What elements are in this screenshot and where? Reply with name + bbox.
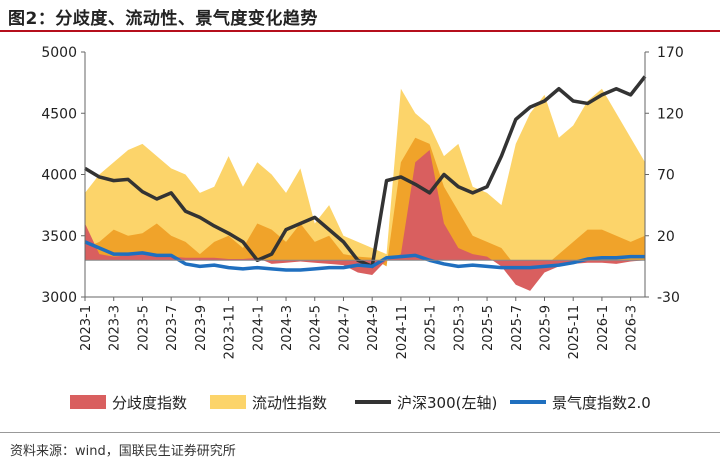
x-tick-label: 2025-1: [424, 305, 439, 351]
right-tick-label: 20: [657, 229, 675, 245]
right-tick-label: 70: [657, 168, 675, 184]
left-tick-label: 4500: [41, 106, 77, 122]
x-tick-label: 2024-7: [337, 305, 352, 351]
left-tick-label: 3000: [41, 290, 77, 306]
x-tick-label: 2024-3: [280, 305, 295, 351]
x-tick-label: 2023-1: [79, 305, 94, 351]
legend-label: 分歧度指数: [112, 394, 187, 412]
x-tick-label: 2025-9: [538, 305, 553, 351]
legend-swatch: [70, 395, 106, 409]
x-tick-label: 2024-11: [395, 305, 410, 359]
x-tick-label: 2026-1: [596, 305, 611, 351]
x-tick-label: 2025-7: [510, 305, 525, 351]
axes-layer: 3000 3500 4000 4500 5000 -30 20 70 120 170 2023-1 2…: [41, 45, 683, 359]
legend: 分歧度指数 流动性指数 沪深300(左轴) 景气度指数2.0: [70, 394, 651, 412]
x-tick-label: 2024-1: [251, 305, 266, 351]
x-tick-label: 2025-3: [452, 305, 467, 351]
x-tick-label: 2023-9: [194, 305, 209, 351]
x-tick-label: 2023-7: [165, 305, 180, 351]
x-tick-label: 2025-5: [481, 305, 496, 351]
left-tick-label: 5000: [41, 45, 77, 61]
chart-title: 图2：分歧度、流动性、景气度变化趋势: [8, 9, 318, 29]
x-tick-label: 2024-5: [309, 305, 324, 351]
right-tick-label: -30: [657, 290, 680, 306]
left-tick-label: 4000: [41, 168, 77, 184]
legend-label: 沪深300(左轴): [397, 394, 497, 412]
x-tick-label: 2024-9: [366, 305, 381, 351]
legend-label: 流动性指数: [252, 394, 327, 412]
x-tick-label: 2026-3: [625, 305, 640, 351]
source-note: 资料来源：wind，国联民生证券研究所: [10, 444, 236, 459]
legend-swatch: [210, 395, 246, 409]
x-tick-label: 2023-5: [136, 305, 151, 351]
right-tick-label: 170: [657, 45, 684, 61]
area-liquidity: [85, 88, 645, 261]
x-tick-label: 2023-3: [108, 305, 123, 351]
legend-label: 景气度指数2.0: [552, 394, 651, 412]
x-tick-label: 2025-11: [567, 305, 582, 359]
source-divider: [0, 432, 720, 433]
area-liquidity-dark: [85, 137, 645, 273]
right-tick-label: 120: [657, 106, 684, 122]
left-tick-label: 3500: [41, 229, 77, 245]
hs300-line: [84, 75, 647, 269]
x-tick-label: 2023-11: [223, 305, 238, 359]
line-layer: [84, 75, 647, 272]
prosperity-line: [84, 240, 645, 272]
title-underline: [0, 30, 720, 32]
